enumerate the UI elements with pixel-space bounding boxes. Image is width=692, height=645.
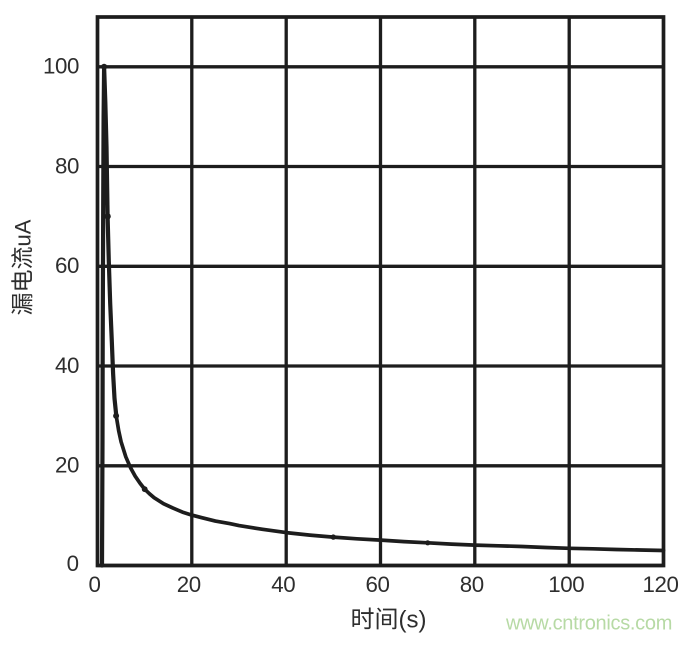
svg-text:0: 0	[67, 551, 79, 576]
svg-text:60: 60	[365, 572, 389, 597]
svg-text:80: 80	[55, 153, 79, 178]
svg-text:40: 40	[55, 353, 79, 378]
svg-text:100: 100	[548, 572, 584, 597]
svg-text:120: 120	[642, 572, 678, 597]
svg-text:(s): (s)	[399, 607, 427, 634]
svg-text:100: 100	[43, 54, 79, 79]
svg-text:uA: uA	[11, 219, 36, 246]
svg-text:60: 60	[55, 253, 79, 278]
svg-text:www.cntronics.com: www.cntronics.com	[505, 612, 672, 634]
svg-text:20: 20	[55, 453, 79, 478]
svg-text:20: 20	[177, 572, 201, 597]
svg-text:0: 0	[88, 572, 100, 597]
svg-text:80: 80	[460, 572, 484, 597]
svg-text:40: 40	[271, 572, 295, 597]
